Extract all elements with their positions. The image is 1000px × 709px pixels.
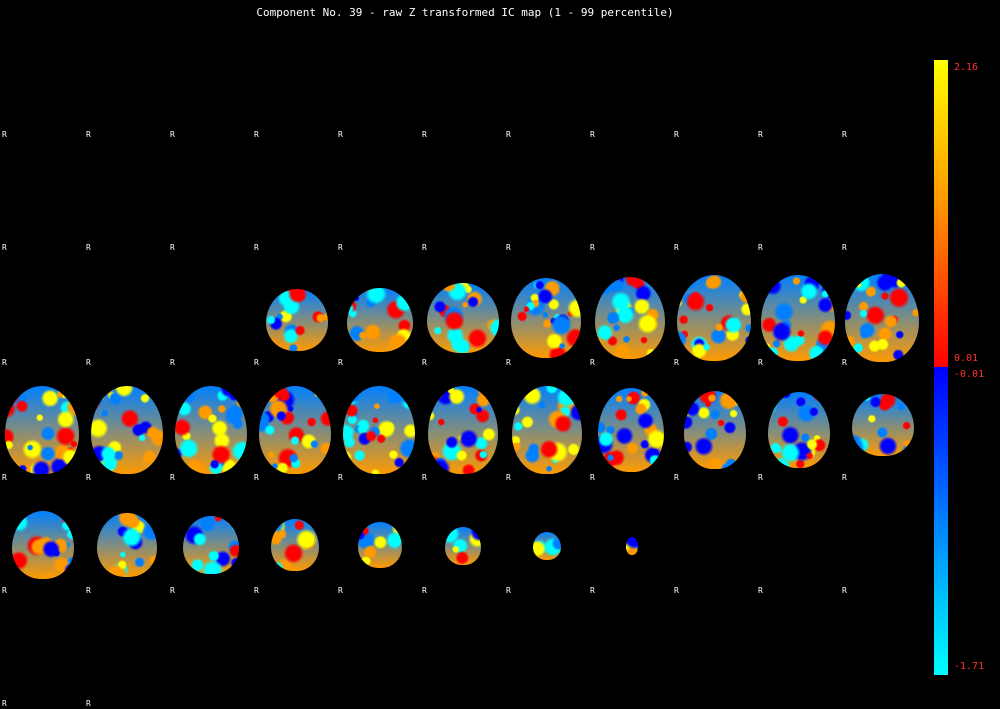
orientation-r-marker: R — [422, 358, 427, 367]
orientation-r-marker: R — [338, 130, 343, 139]
orientation-r-marker: R — [86, 243, 91, 252]
brain-slice — [271, 519, 319, 571]
orientation-r-marker: R — [422, 130, 427, 139]
brain-slice — [347, 288, 413, 352]
brain-slice — [91, 386, 163, 474]
brain-slice — [512, 386, 582, 474]
orientation-r-marker: R — [170, 243, 175, 252]
orientation-r-marker: R — [674, 243, 679, 252]
orientation-r-marker: R — [758, 473, 763, 482]
brain-slice — [845, 274, 919, 362]
brain-slice — [852, 394, 914, 456]
orientation-r-marker: R — [86, 586, 91, 595]
orientation-r-marker: R — [2, 358, 7, 367]
brain-slice — [259, 386, 331, 474]
orientation-r-marker: R — [506, 586, 511, 595]
colorbar-negative-scale — [934, 367, 948, 675]
orientation-r-marker: R — [338, 586, 343, 595]
brain-slice — [511, 278, 581, 358]
orientation-r-marker: R — [254, 473, 259, 482]
orientation-r-marker: R — [674, 130, 679, 139]
orientation-r-marker: R — [506, 473, 511, 482]
brain-slice — [358, 522, 402, 568]
brain-slice — [343, 386, 415, 474]
brain-slice — [266, 289, 328, 351]
orientation-r-marker: R — [758, 243, 763, 252]
orientation-r-marker: R — [2, 699, 7, 708]
brain-slice — [183, 516, 239, 574]
orientation-r-marker: R — [86, 473, 91, 482]
orientation-r-marker: R — [254, 358, 259, 367]
brain-slice — [533, 532, 561, 560]
orientation-r-marker: R — [506, 130, 511, 139]
orientation-r-marker: R — [590, 358, 595, 367]
orientation-r-marker: R — [842, 130, 847, 139]
orientation-r-marker: R — [2, 473, 7, 482]
orientation-r-marker: R — [254, 586, 259, 595]
orientation-r-marker: R — [674, 586, 679, 595]
brain-slice — [598, 388, 664, 472]
brain-slice — [768, 392, 830, 468]
orientation-r-marker: R — [758, 586, 763, 595]
colorbar-neg-min-label: -0.01 — [954, 369, 985, 380]
orientation-r-marker: R — [506, 243, 511, 252]
orientation-r-marker: R — [254, 130, 259, 139]
orientation-r-marker: R — [758, 130, 763, 139]
brain-slice — [626, 537, 638, 555]
orientation-r-marker: R — [590, 586, 595, 595]
colorbar-max-label: 2.16 — [954, 62, 979, 73]
orientation-r-marker: R — [590, 473, 595, 482]
orientation-r-marker: R — [170, 586, 175, 595]
orientation-r-marker: R — [2, 130, 7, 139]
orientation-r-marker: R — [170, 358, 175, 367]
orientation-r-marker: R — [170, 130, 175, 139]
brain-slice — [445, 527, 481, 565]
orientation-r-marker: R — [338, 473, 343, 482]
orientation-r-marker: R — [590, 243, 595, 252]
orientation-r-marker: R — [422, 243, 427, 252]
orientation-r-marker: R — [758, 358, 763, 367]
colorbar — [934, 60, 948, 675]
brain-slice — [97, 513, 157, 577]
brain-slice — [5, 386, 79, 474]
colorbar-min-label: -1.71 — [954, 661, 985, 672]
orientation-r-marker: R — [674, 358, 679, 367]
brain-slice — [761, 275, 835, 361]
orientation-r-marker: R — [590, 130, 595, 139]
orientation-r-marker: R — [86, 130, 91, 139]
brain-slice — [684, 391, 746, 469]
orientation-r-marker: R — [170, 473, 175, 482]
orientation-r-marker: R — [338, 358, 343, 367]
orientation-r-marker: R — [422, 586, 427, 595]
orientation-r-marker: R — [86, 358, 91, 367]
brain-slice — [427, 283, 499, 353]
orientation-r-marker: R — [842, 586, 847, 595]
orientation-r-marker: R — [842, 243, 847, 252]
orientation-r-marker: R — [86, 699, 91, 708]
orientation-r-marker: R — [674, 473, 679, 482]
brain-slice — [677, 275, 751, 361]
orientation-r-marker: R — [2, 586, 7, 595]
colorbar-pos-min-label: 0.01 — [954, 353, 979, 364]
brain-slice — [595, 277, 665, 359]
orientation-r-marker: R — [338, 243, 343, 252]
orientation-r-marker: R — [506, 358, 511, 367]
orientation-r-marker: R — [2, 243, 7, 252]
orientation-r-marker: R — [422, 473, 427, 482]
orientation-r-marker: R — [842, 473, 847, 482]
orientation-r-marker: R — [254, 243, 259, 252]
orientation-r-marker: R — [842, 358, 847, 367]
brain-slice — [12, 511, 74, 579]
figure-title: Component No. 39 - raw Z transformed IC … — [256, 6, 674, 19]
brain-slice — [175, 386, 247, 474]
colorbar-positive-scale — [934, 60, 948, 367]
brain-slice — [428, 386, 498, 474]
